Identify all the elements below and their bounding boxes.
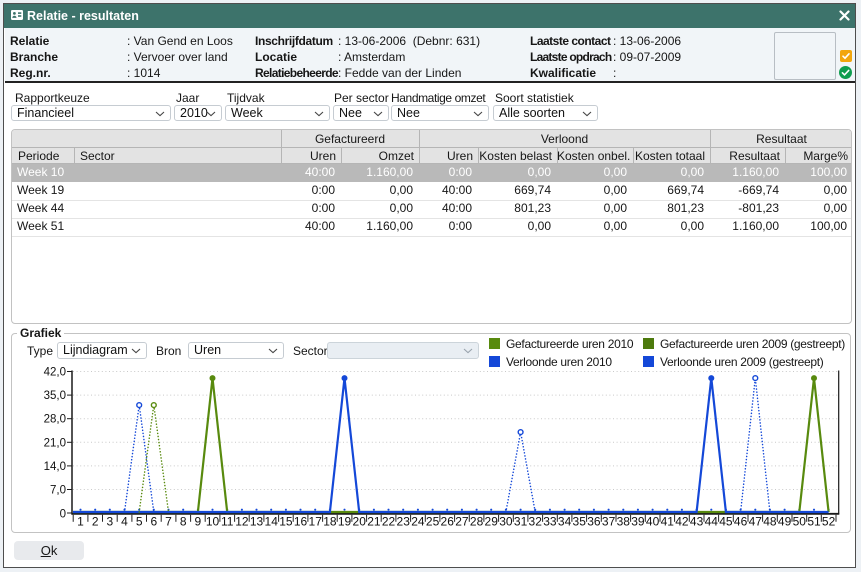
- svg-text:24: 24: [411, 514, 425, 528]
- svg-text:12: 12: [235, 514, 249, 528]
- svg-text:48: 48: [763, 514, 777, 528]
- svg-text:9: 9: [195, 514, 202, 528]
- svg-text:25: 25: [426, 514, 440, 528]
- svg-text:44: 44: [705, 514, 719, 528]
- svg-text:38: 38: [617, 514, 631, 528]
- svg-text:17: 17: [309, 514, 323, 528]
- svg-text:13: 13: [250, 514, 264, 528]
- svg-text:27: 27: [455, 514, 469, 528]
- svg-text:36: 36: [587, 514, 601, 528]
- svg-text:35: 35: [573, 514, 587, 528]
- svg-text:8: 8: [180, 514, 187, 528]
- svg-text:39: 39: [631, 514, 645, 528]
- svg-text:31: 31: [514, 514, 528, 528]
- svg-text:40: 40: [646, 514, 660, 528]
- svg-text:3: 3: [106, 514, 113, 528]
- svg-text:45: 45: [719, 514, 733, 528]
- svg-text:28: 28: [470, 514, 484, 528]
- svg-text:7,0: 7,0: [50, 485, 66, 497]
- svg-text:42: 42: [675, 514, 689, 528]
- svg-text:52: 52: [822, 514, 836, 528]
- svg-text:5: 5: [136, 514, 143, 528]
- svg-text:1: 1: [77, 514, 84, 528]
- svg-text:7: 7: [165, 514, 172, 528]
- svg-text:14: 14: [265, 514, 279, 528]
- svg-text:42,0: 42,0: [44, 367, 66, 379]
- svg-text:6: 6: [150, 514, 157, 528]
- svg-text:11: 11: [221, 514, 234, 528]
- svg-text:22: 22: [382, 514, 396, 528]
- svg-text:51: 51: [807, 514, 821, 528]
- svg-text:43: 43: [690, 514, 704, 528]
- svg-text:34: 34: [558, 514, 572, 528]
- svg-text:20: 20: [353, 514, 367, 528]
- svg-text:26: 26: [441, 514, 455, 528]
- svg-text:14,0: 14,0: [44, 461, 66, 473]
- svg-text:28,0: 28,0: [44, 414, 66, 426]
- svg-text:19: 19: [338, 514, 352, 528]
- svg-text:37: 37: [602, 514, 616, 528]
- svg-text:23: 23: [397, 514, 411, 528]
- svg-text:46: 46: [734, 514, 748, 528]
- svg-text:4: 4: [121, 514, 128, 528]
- svg-text:0: 0: [60, 508, 66, 520]
- svg-text:21: 21: [367, 514, 381, 528]
- svg-text:21,0: 21,0: [44, 437, 66, 449]
- svg-text:50: 50: [793, 514, 807, 528]
- svg-text:30: 30: [499, 514, 513, 528]
- svg-text:47: 47: [749, 514, 763, 528]
- svg-text:33: 33: [543, 514, 557, 528]
- svg-text:15: 15: [279, 514, 293, 528]
- svg-text:32: 32: [529, 514, 543, 528]
- svg-text:41: 41: [661, 514, 675, 528]
- svg-text:49: 49: [778, 514, 792, 528]
- svg-text:10: 10: [206, 514, 220, 528]
- svg-text:29: 29: [485, 514, 499, 528]
- svg-text:18: 18: [323, 514, 337, 528]
- svg-text:2: 2: [92, 514, 99, 528]
- svg-text:16: 16: [294, 514, 308, 528]
- svg-text:35,0: 35,0: [44, 390, 66, 402]
